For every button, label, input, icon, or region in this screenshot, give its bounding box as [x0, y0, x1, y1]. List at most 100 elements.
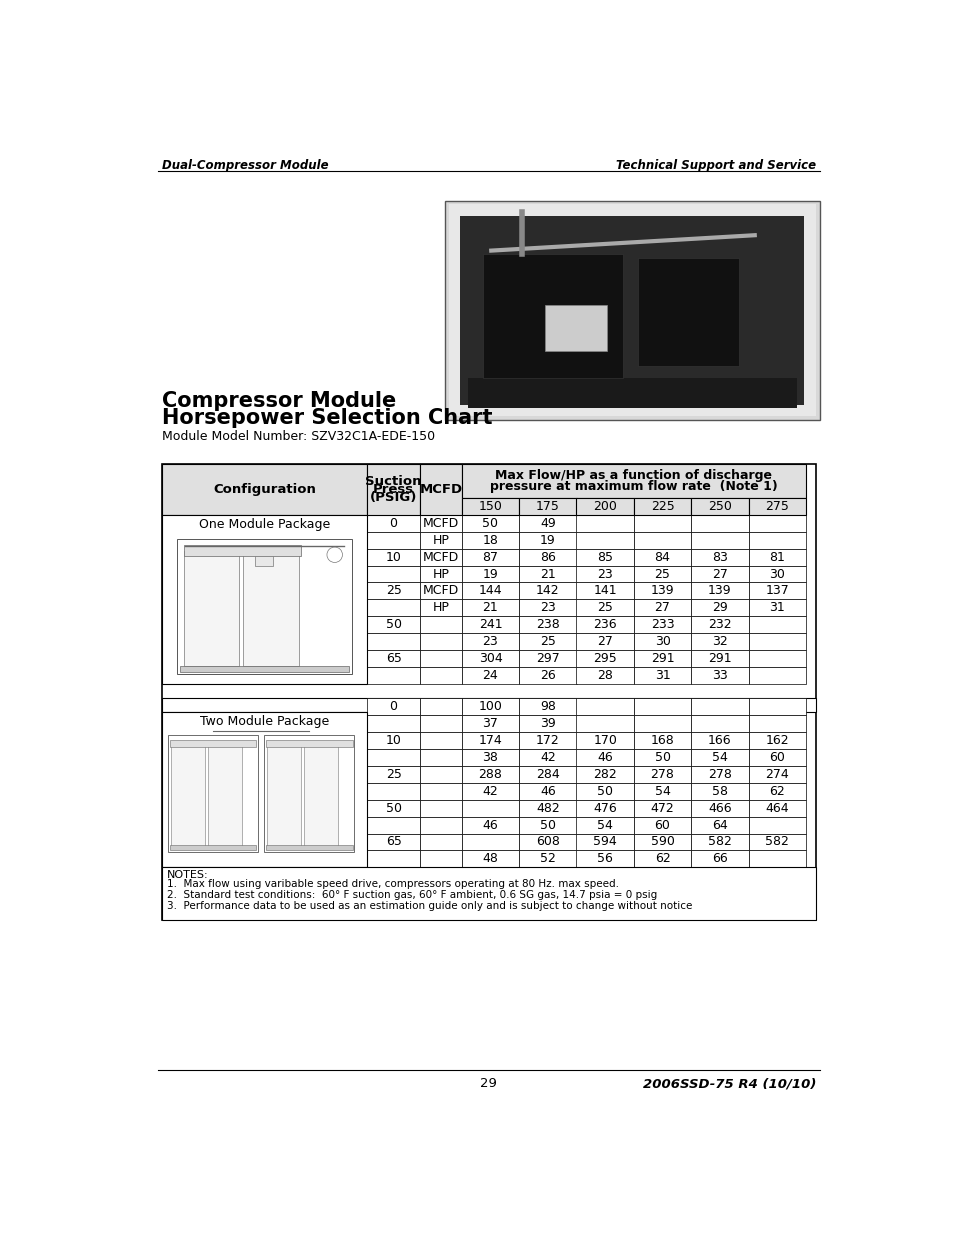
Bar: [303, 746, 337, 846]
Text: 29: 29: [711, 601, 727, 614]
Bar: [419, 783, 461, 799]
Bar: [633, 566, 691, 583]
Bar: [461, 748, 518, 766]
Bar: [461, 651, 518, 667]
Bar: [367, 783, 419, 799]
Bar: [545, 305, 607, 351]
Bar: [576, 548, 633, 566]
Bar: [419, 634, 461, 651]
Bar: [748, 816, 805, 834]
Bar: [419, 698, 461, 715]
Bar: [419, 583, 461, 599]
Bar: [419, 515, 461, 531]
Bar: [691, 766, 748, 783]
Bar: [419, 566, 461, 583]
Bar: [461, 715, 518, 732]
Bar: [633, 748, 691, 766]
Text: 3.  Performance data to be used as an estimation guide only and is subject to ch: 3. Performance data to be used as an est…: [167, 900, 691, 911]
Text: 64: 64: [711, 819, 727, 831]
Bar: [633, 599, 691, 616]
Bar: [748, 851, 805, 867]
Text: 98: 98: [539, 700, 556, 713]
Bar: [461, 834, 518, 851]
Bar: [254, 556, 274, 567]
Bar: [638, 258, 739, 366]
Bar: [518, 816, 576, 834]
Bar: [367, 634, 419, 651]
Bar: [461, 498, 518, 515]
Bar: [419, 599, 461, 616]
Text: 60: 60: [654, 819, 670, 831]
Text: 54: 54: [654, 784, 670, 798]
Text: MCFD: MCFD: [422, 516, 458, 530]
Bar: [633, 698, 691, 715]
Bar: [576, 834, 633, 851]
Bar: [691, 732, 748, 748]
Text: 582: 582: [764, 835, 788, 848]
Bar: [576, 799, 633, 816]
Text: 65: 65: [385, 835, 401, 848]
Bar: [518, 651, 576, 667]
Text: MCFD: MCFD: [422, 551, 458, 563]
Bar: [367, 515, 419, 531]
Text: 66: 66: [711, 852, 727, 866]
Text: 25: 25: [385, 584, 401, 598]
Bar: [748, 566, 805, 583]
Text: Suction: Suction: [365, 475, 421, 488]
Bar: [171, 746, 205, 846]
Bar: [691, 566, 748, 583]
Text: 23: 23: [597, 568, 613, 580]
Text: 278: 278: [650, 768, 674, 781]
Text: 275: 275: [764, 500, 788, 513]
Bar: [691, 599, 748, 616]
Text: Compressor Module: Compressor Module: [162, 390, 395, 411]
Text: Max Flow/HP as a function of discharge: Max Flow/HP as a function of discharge: [495, 469, 772, 482]
Bar: [633, 583, 691, 599]
Text: 46: 46: [539, 784, 555, 798]
Bar: [633, 766, 691, 783]
Bar: [162, 711, 367, 867]
Bar: [748, 583, 805, 599]
Bar: [576, 698, 633, 715]
Text: 65: 65: [385, 652, 401, 666]
Bar: [633, 651, 691, 667]
Bar: [419, 531, 461, 548]
Bar: [518, 616, 576, 634]
Text: 284: 284: [536, 768, 559, 781]
Text: 62: 62: [768, 784, 784, 798]
Bar: [518, 732, 576, 748]
Text: MCFD: MCFD: [419, 483, 462, 495]
Bar: [576, 566, 633, 583]
Bar: [518, 498, 576, 515]
Bar: [748, 799, 805, 816]
Bar: [419, 766, 461, 783]
Bar: [691, 548, 748, 566]
Bar: [266, 845, 353, 850]
Bar: [518, 548, 576, 566]
Bar: [633, 498, 691, 515]
Bar: [576, 531, 633, 548]
Text: 21: 21: [482, 601, 497, 614]
Bar: [518, 566, 576, 583]
Bar: [461, 566, 518, 583]
Text: Two Module Package: Two Module Package: [200, 715, 329, 729]
Text: 52: 52: [539, 852, 556, 866]
Bar: [691, 698, 748, 715]
Text: 54: 54: [597, 819, 613, 831]
Text: 2006SSD-75 R4 (10/10): 2006SSD-75 R4 (10/10): [642, 1077, 815, 1091]
Bar: [461, 783, 518, 799]
Text: 295: 295: [593, 652, 617, 666]
Bar: [576, 583, 633, 599]
Bar: [419, 715, 461, 732]
Bar: [367, 667, 419, 684]
Bar: [419, 732, 461, 748]
Bar: [367, 651, 419, 667]
Bar: [162, 515, 367, 684]
Text: 84: 84: [654, 551, 670, 563]
Bar: [168, 735, 257, 852]
Text: 27: 27: [711, 568, 727, 580]
Bar: [691, 748, 748, 766]
Text: 38: 38: [482, 751, 497, 763]
Bar: [419, 816, 461, 834]
Text: 476: 476: [593, 802, 617, 815]
